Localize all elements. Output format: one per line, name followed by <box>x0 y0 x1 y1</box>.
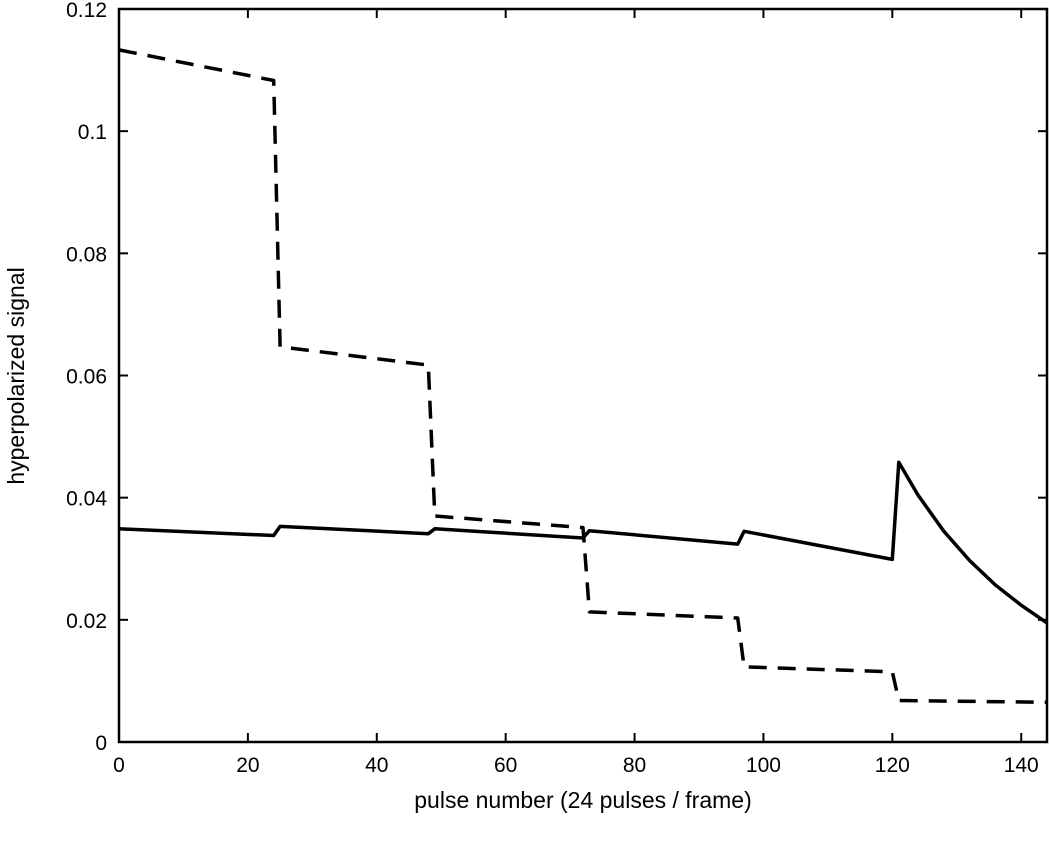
x-tick-label: 60 <box>494 754 517 777</box>
x-tick-label: 20 <box>236 754 259 777</box>
y-axis: 0 0.02 0.04 0.06 0.08 0.1 0.12 <box>66 0 1047 755</box>
x-axis: 0 20 40 60 80 100 120 140 <box>113 9 1039 777</box>
y-tick-label: 0.08 <box>66 243 107 266</box>
x-tick-label: 0 <box>113 754 125 777</box>
y-axis-title: hyperpolarized signal <box>3 267 29 484</box>
x-tick-label: 120 <box>875 754 910 777</box>
plot-frame <box>117 7 1049 744</box>
x-tick-label: 140 <box>1004 754 1039 777</box>
y-tick-label: 0.02 <box>66 610 107 633</box>
dashed-series-line <box>118 48 1048 705</box>
x-tick-label: 100 <box>746 754 781 777</box>
y-tick-label: 0.06 <box>66 366 107 389</box>
x-tick-label: 40 <box>365 754 388 777</box>
y-tick-label: 0.04 <box>66 488 107 511</box>
y-tick-label: 0.12 <box>66 0 107 22</box>
solid-series-line <box>118 460 1048 625</box>
y-tick-label: 0 <box>95 732 107 755</box>
y-tick-label: 0.1 <box>78 121 107 144</box>
series-layer <box>118 48 1048 705</box>
x-axis-title: pulse number (24 pulses / frame) <box>414 787 752 813</box>
x-tick-label: 80 <box>623 754 646 777</box>
